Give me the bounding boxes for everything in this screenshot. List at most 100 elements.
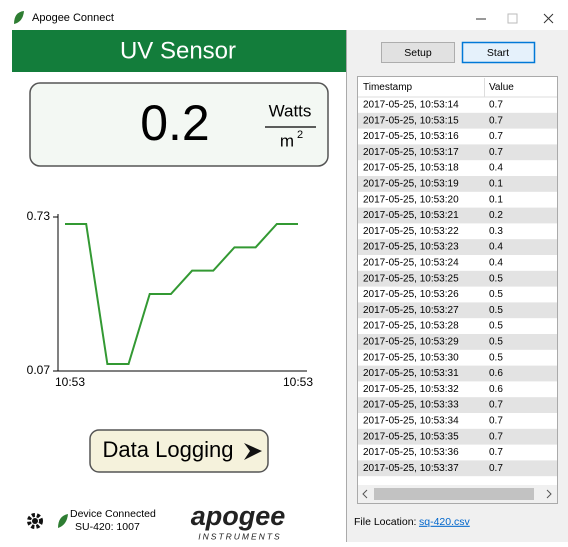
row-stripe bbox=[358, 365, 557, 382]
table-cell: 0.1 bbox=[489, 179, 503, 190]
file-link[interactable]: sq-420.csv bbox=[419, 516, 471, 528]
table-cell: 0.5 bbox=[489, 352, 503, 363]
setup-label: Setup bbox=[404, 47, 432, 59]
table-cell: 0.4 bbox=[489, 242, 503, 253]
close-button[interactable] bbox=[543, 13, 554, 24]
table-cell: 0.5 bbox=[489, 321, 503, 332]
column-header: Value bbox=[489, 82, 514, 93]
table-cell: 2017-05-25, 10:53:15 bbox=[363, 115, 459, 126]
connection-status: Device Connected bbox=[70, 508, 156, 520]
table-cell: 0.5 bbox=[489, 273, 503, 284]
scrollbar-thumb[interactable] bbox=[374, 488, 534, 500]
table-cell: 2017-05-25, 10:53:26 bbox=[363, 289, 459, 300]
row-stripe bbox=[358, 112, 557, 129]
file-label: File Location: bbox=[354, 516, 416, 528]
row-stripe bbox=[358, 302, 557, 319]
table-cell: 2017-05-25, 10:53:16 bbox=[363, 131, 459, 142]
table-cell: 2017-05-25, 10:53:20 bbox=[363, 194, 459, 205]
table-cell: 2017-05-25, 10:53:27 bbox=[363, 305, 459, 316]
header-bar bbox=[12, 30, 346, 72]
scroll-right[interactable] bbox=[546, 489, 552, 499]
table-cell: 2017-05-25, 10:53:37 bbox=[363, 463, 459, 474]
table-cell: 0.2 bbox=[489, 210, 503, 221]
column-header: Timestamp bbox=[363, 82, 413, 93]
row-stripe bbox=[358, 397, 557, 413]
maximize-button[interactable] bbox=[507, 13, 518, 24]
chart: 0.07 0.73 10:53 10:53 bbox=[27, 209, 314, 389]
table-cell: 2017-05-25, 10:53:18 bbox=[363, 163, 459, 174]
table-cell: 2017-05-25, 10:53:32 bbox=[363, 384, 459, 395]
setup-button[interactable] bbox=[381, 42, 455, 63]
table-cell: 2017-05-25, 10:53:24 bbox=[363, 258, 459, 269]
table-cell: 0.3 bbox=[489, 226, 503, 237]
start-button[interactable] bbox=[461, 41, 536, 64]
row-stripe bbox=[358, 334, 557, 350]
table-cell: 2017-05-25, 10:53:23 bbox=[363, 242, 459, 253]
table-cell: 0.7 bbox=[489, 147, 503, 158]
table-cell: 2017-05-25, 10:53:31 bbox=[363, 368, 459, 379]
y-tick-label: 0.07 bbox=[27, 363, 51, 377]
settings-icon[interactable] bbox=[27, 513, 43, 529]
table-cell: 0.7 bbox=[489, 447, 503, 458]
header-title: UV Sensor bbox=[120, 37, 236, 64]
table-cell: 2017-05-25, 10:53:14 bbox=[363, 100, 459, 111]
logging-arrow bbox=[244, 443, 262, 460]
unit-denominator: m bbox=[280, 131, 294, 150]
table-cell: 2017-05-25, 10:53:25 bbox=[363, 273, 459, 284]
reading-value: 0.2 bbox=[140, 95, 210, 151]
table-cell: 0.7 bbox=[489, 131, 503, 142]
unit-exponent: 2 bbox=[297, 129, 303, 141]
device-id: SU-420: 1007 bbox=[75, 521, 140, 533]
table-cell: 0.7 bbox=[489, 416, 503, 427]
row-stripe bbox=[358, 144, 557, 161]
table-cell: 0.7 bbox=[489, 431, 503, 442]
table-cell: 0.7 bbox=[489, 400, 503, 411]
table-cell: 0.4 bbox=[489, 258, 503, 269]
row-stripe bbox=[358, 239, 557, 255]
table-cell: 0.5 bbox=[489, 305, 503, 316]
table-cell: 0.5 bbox=[489, 289, 503, 300]
logo: apogee bbox=[191, 501, 286, 531]
start-label: Start bbox=[487, 47, 509, 59]
x-tick-label: 10:53 bbox=[55, 375, 85, 389]
y-tick-label: 0.73 bbox=[27, 209, 51, 223]
table-cell: 2017-05-25, 10:53:21 bbox=[363, 210, 459, 221]
table-cell: 0.7 bbox=[489, 115, 503, 126]
device-icon bbox=[58, 514, 68, 528]
window-title: Apogee Connect bbox=[32, 12, 114, 24]
unit-numerator: Watts bbox=[269, 101, 312, 120]
table-cell: 2017-05-25, 10:53:17 bbox=[363, 147, 459, 158]
data-logging-label: Data Logging bbox=[103, 437, 234, 462]
reading-box bbox=[29, 82, 329, 167]
row-stripe bbox=[358, 176, 557, 192]
table-rows: Timestamp Value 2017-05-25, 10:53:14 0.7 201… bbox=[358, 78, 557, 477]
table-cell: 2017-05-25, 10:53:36 bbox=[363, 447, 459, 458]
table-cell: 2017-05-25, 10:53:34 bbox=[363, 416, 459, 427]
row-stripe bbox=[358, 270, 557, 287]
table-cell: 0.7 bbox=[489, 100, 503, 111]
row-stripe bbox=[358, 428, 557, 445]
scroll-left[interactable] bbox=[362, 489, 368, 499]
table-cell: 2017-05-25, 10:53:19 bbox=[363, 179, 459, 190]
table-cell: 2017-05-25, 10:53:35 bbox=[363, 431, 459, 442]
table-cell: 0.1 bbox=[489, 194, 503, 205]
table-cell: 0.4 bbox=[489, 163, 503, 174]
table-cell: 2017-05-25, 10:53:22 bbox=[363, 226, 459, 237]
table-cell: 2017-05-25, 10:53:28 bbox=[363, 321, 459, 332]
table-cell: 2017-05-25, 10:53:30 bbox=[363, 352, 459, 363]
table-cell: 0.7 bbox=[489, 463, 503, 474]
table-cell: 2017-05-25, 10:53:29 bbox=[363, 337, 459, 348]
data-logging-button[interactable] bbox=[89, 429, 269, 473]
table-cell: 0.6 bbox=[489, 368, 503, 379]
row-stripe bbox=[358, 460, 557, 477]
data-line bbox=[65, 223, 298, 365]
logo-sub: INSTRUMENTS bbox=[198, 531, 281, 541]
row-stripe bbox=[358, 207, 557, 224]
table-cell: 0.6 bbox=[489, 384, 503, 395]
x-tick-label: 10:53 bbox=[283, 375, 313, 389]
table-cell: 0.5 bbox=[489, 337, 503, 348]
app-icon bbox=[14, 11, 24, 24]
table-cell: 2017-05-25, 10:53:33 bbox=[363, 400, 459, 411]
